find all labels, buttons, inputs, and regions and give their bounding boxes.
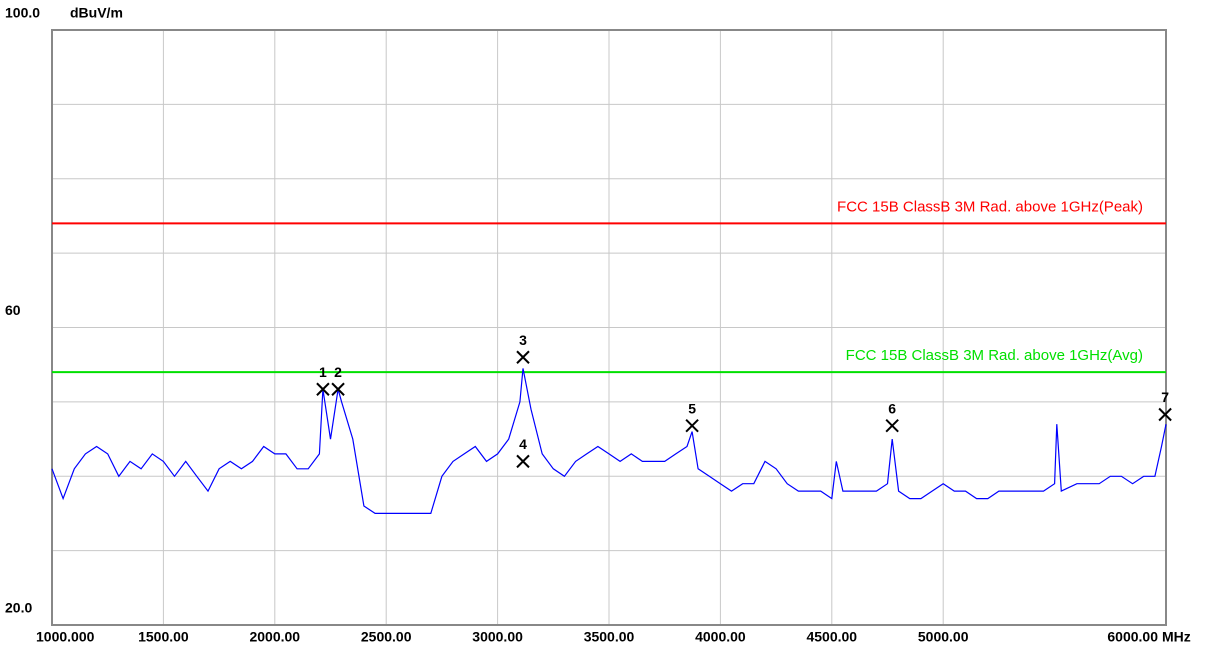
marker-label: 5 [688, 400, 696, 416]
marker-label: 3 [519, 332, 527, 348]
x-unit: MHz [1162, 629, 1191, 645]
marker-label: 6 [888, 400, 896, 416]
y-tick-label: 20.0 [5, 600, 32, 616]
y-tick-label: 60 [5, 302, 21, 318]
marker-label: 1 [319, 364, 327, 380]
y-tick-label: 100.0 [5, 5, 40, 21]
x-tick-label: 4500.00 [806, 629, 857, 645]
x-tick-label: 3000.00 [472, 629, 523, 645]
trace [51, 368, 1167, 514]
plot-frame [51, 29, 1167, 626]
x-tick-label: 3500.00 [584, 629, 635, 645]
x-tick-label: 1000.000 [36, 629, 95, 645]
limit-label: FCC 15B ClassB 3M Rad. above 1GHz(Peak) [837, 198, 1143, 215]
marker [885, 418, 899, 433]
limit-label: FCC 15B ClassB 3M Rad. above 1GHz(Avg) [846, 347, 1143, 364]
marker [1158, 407, 1172, 422]
x-tick-label: 1500.00 [138, 629, 189, 645]
x-tick-label: 4000.00 [695, 629, 746, 645]
x-tick-label: 5000.00 [918, 629, 969, 645]
marker-label: 7 [1161, 389, 1169, 405]
y-unit: dBuV/m [70, 5, 123, 21]
marker-label: 4 [519, 436, 527, 452]
marker [516, 350, 530, 364]
marker [685, 418, 699, 433]
x-tick-label: 2000.00 [249, 629, 300, 645]
x-tick-label: 2500.00 [361, 629, 412, 645]
marker [331, 382, 345, 396]
marker [516, 454, 530, 469]
x-tick-label: 6000.00 [1107, 629, 1158, 645]
marker [316, 382, 330, 396]
marker-label: 2 [334, 364, 342, 380]
